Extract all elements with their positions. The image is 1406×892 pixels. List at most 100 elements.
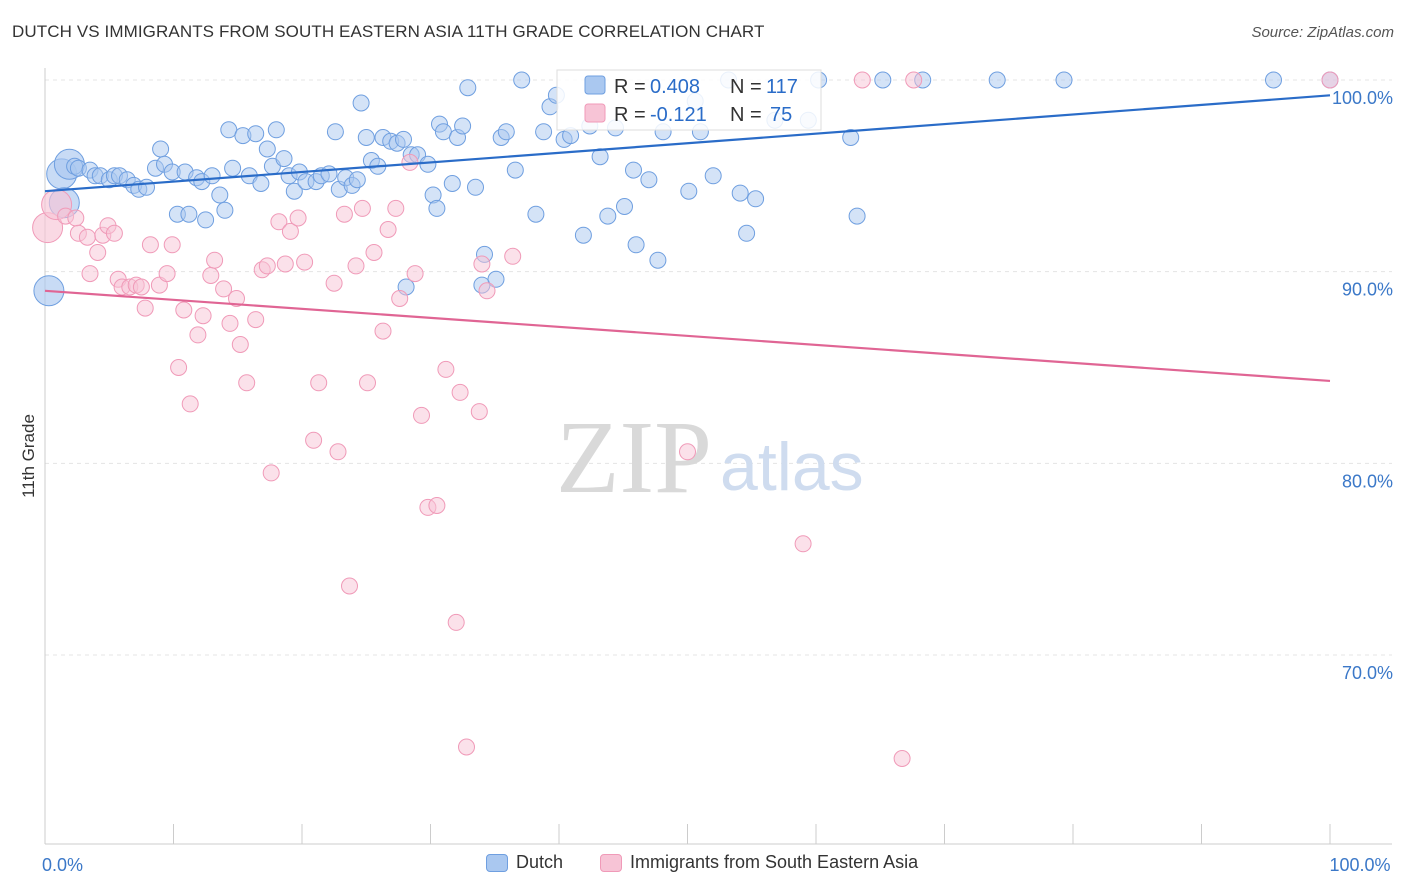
data-point	[81, 265, 99, 283]
data-point	[224, 159, 242, 177]
data-point	[352, 94, 370, 112]
data-point	[454, 117, 472, 135]
data-point	[320, 165, 338, 183]
data-point	[506, 161, 524, 179]
data-point	[325, 274, 343, 292]
trend-line-dutch	[44, 94, 1331, 193]
data-point	[874, 71, 892, 89]
data-point	[1321, 71, 1339, 89]
bottom-legend-swatch-immigrants	[600, 853, 622, 872]
data-point	[379, 221, 397, 238]
data-point	[357, 129, 375, 146]
data-point	[181, 395, 199, 413]
data-point	[513, 71, 531, 89]
data-point	[175, 301, 193, 319]
data-point	[905, 71, 923, 89]
source-credit: Source: ZipAtlas.com	[1251, 24, 1394, 41]
data-point	[326, 123, 344, 141]
data-point	[206, 251, 224, 269]
data-point	[203, 167, 221, 185]
data-point	[220, 121, 238, 139]
legend-n-label-dutch: N =	[730, 76, 762, 98]
legend-top: R = 0.408 N = 117 R = -0.121 N = 75	[556, 69, 822, 131]
data-point	[353, 199, 371, 217]
legend-n-value-dutch: 117	[766, 76, 798, 98]
data-point	[504, 247, 522, 265]
data-point	[247, 125, 265, 143]
data-point	[738, 224, 756, 242]
data-point	[285, 182, 303, 200]
x-tick-label: 100.0%	[1329, 855, 1390, 875]
data-point	[616, 198, 633, 215]
data-point	[428, 497, 446, 514]
data-point	[276, 255, 294, 273]
data-point	[747, 190, 765, 208]
data-point	[152, 140, 170, 158]
data-point	[487, 270, 505, 288]
data-point	[627, 236, 645, 254]
data-point	[406, 265, 424, 283]
data-point	[262, 464, 280, 482]
data-point	[335, 205, 353, 223]
legend-r-label-dutch: R =	[614, 76, 646, 98]
data-point	[731, 184, 749, 202]
data-point	[447, 613, 465, 631]
data-point	[413, 406, 430, 424]
data-point	[467, 178, 484, 196]
data-point	[270, 213, 288, 231]
data-point	[258, 140, 276, 158]
data-point	[158, 265, 176, 283]
series-immigrants-points	[32, 71, 1339, 767]
data-point	[281, 222, 299, 240]
y-axis-label: 11th Grade	[19, 414, 38, 498]
data-point	[470, 403, 488, 421]
data-point	[451, 383, 469, 401]
data-point	[848, 207, 866, 225]
data-point	[679, 443, 696, 461]
data-point	[473, 255, 491, 273]
data-point	[89, 244, 107, 261]
data-point	[132, 278, 150, 296]
data-point	[458, 738, 475, 756]
legend-n-value-immigrants: 75	[770, 104, 792, 126]
data-point	[247, 311, 265, 329]
data-point	[258, 257, 276, 275]
axes-layer: 100.0% 90.0% 80.0% 70.0% 0.0% 100.0%	[42, 68, 1393, 875]
trend-layer	[44, 94, 1331, 383]
data-point	[141, 236, 159, 254]
data-point	[228, 290, 245, 307]
bottom-legend-item-immigrants[interactable]: Immigrants from South Eastern Asia	[600, 852, 918, 873]
data-point	[437, 360, 455, 378]
trend-line-immigrants	[44, 289, 1331, 383]
data-point	[341, 577, 358, 595]
data-point	[170, 359, 188, 376]
y-tick-label: 90.0%	[1342, 280, 1393, 300]
bottom-legend-label-immigrants: Immigrants from South Eastern Asia	[630, 852, 919, 872]
data-point	[497, 123, 515, 141]
data-point	[443, 175, 461, 192]
legend-swatch-immigrants	[584, 103, 606, 123]
bottom-legend-item-dutch[interactable]: Dutch	[486, 852, 563, 873]
data-point	[275, 150, 293, 168]
legend-r-value-immigrants: -0.121	[650, 104, 707, 126]
legend-n-label-immigrants: N =	[730, 104, 762, 126]
data-point	[428, 199, 446, 217]
data-point	[401, 153, 419, 171]
data-point	[348, 171, 366, 189]
data-point	[211, 186, 229, 204]
data-point	[289, 209, 307, 227]
watermark: ZIP atlas	[556, 400, 864, 515]
data-point	[625, 161, 642, 179]
data-point	[794, 535, 812, 553]
data-point	[163, 236, 181, 254]
data-point	[347, 257, 365, 275]
data-point	[419, 155, 437, 173]
data-point	[189, 326, 207, 344]
data-point	[296, 253, 314, 271]
data-point	[136, 299, 154, 317]
data-point	[138, 178, 155, 196]
data-point	[387, 199, 405, 217]
data-point	[395, 130, 412, 148]
data-point	[78, 228, 96, 246]
